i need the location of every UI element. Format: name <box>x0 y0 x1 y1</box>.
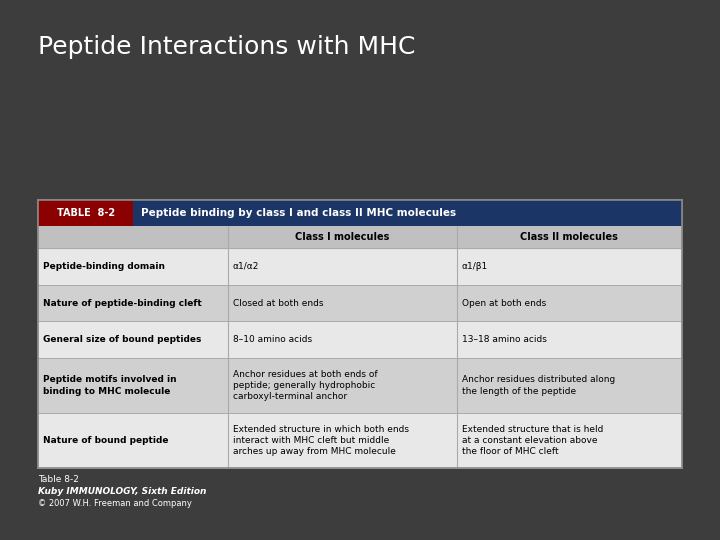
Text: Table 8-2: Table 8-2 <box>38 475 79 484</box>
Text: Nature of bound peptide: Nature of bound peptide <box>43 436 168 445</box>
Text: Peptide motifs involved in
binding to MHC molecule: Peptide motifs involved in binding to MH… <box>43 375 176 396</box>
Text: Anchor residues distributed along
the length of the peptide: Anchor residues distributed along the le… <box>462 375 615 396</box>
Bar <box>38 226 682 248</box>
Text: Peptide-binding domain: Peptide-binding domain <box>43 262 165 271</box>
Bar <box>38 321 682 358</box>
Text: α1/β1: α1/β1 <box>462 262 488 271</box>
Text: © 2007 W.H. Freeman and Company: © 2007 W.H. Freeman and Company <box>38 499 192 508</box>
Text: Closed at both ends: Closed at both ends <box>233 299 323 307</box>
Text: General size of bound peptides: General size of bound peptides <box>43 335 202 344</box>
Text: Peptide Interactions with MHC: Peptide Interactions with MHC <box>38 35 415 59</box>
Text: 13–18 amino acids: 13–18 amino acids <box>462 335 546 344</box>
Bar <box>38 200 682 468</box>
Bar <box>38 413 682 468</box>
Text: Peptide binding by class I and class II MHC molecules: Peptide binding by class I and class II … <box>141 208 456 218</box>
Text: Kuby IMMUNOLOGY, Sixth Edition: Kuby IMMUNOLOGY, Sixth Edition <box>38 487 207 496</box>
Text: α1/α2: α1/α2 <box>233 262 259 271</box>
Text: Class I molecules: Class I molecules <box>295 232 390 242</box>
Text: Extended structure in which both ends
interact with MHC cleft but middle
arches : Extended structure in which both ends in… <box>233 424 409 456</box>
Text: Open at both ends: Open at both ends <box>462 299 546 307</box>
Bar <box>38 200 133 226</box>
Bar <box>38 200 682 226</box>
Text: Class II molecules: Class II molecules <box>521 232 618 242</box>
Bar <box>38 358 682 413</box>
Text: 8–10 amino acids: 8–10 amino acids <box>233 335 312 344</box>
Text: TABLE  8-2: TABLE 8-2 <box>57 208 114 218</box>
Text: Anchor residues at both ends of
peptide; generally hydrophobic
carboxyl-terminal: Anchor residues at both ends of peptide;… <box>233 369 377 401</box>
Bar <box>38 285 682 321</box>
Text: Nature of peptide-binding cleft: Nature of peptide-binding cleft <box>43 299 202 307</box>
Bar <box>38 248 682 285</box>
Text: Extended structure that is held
at a constant elevation above
the floor of MHC c: Extended structure that is held at a con… <box>462 424 603 456</box>
